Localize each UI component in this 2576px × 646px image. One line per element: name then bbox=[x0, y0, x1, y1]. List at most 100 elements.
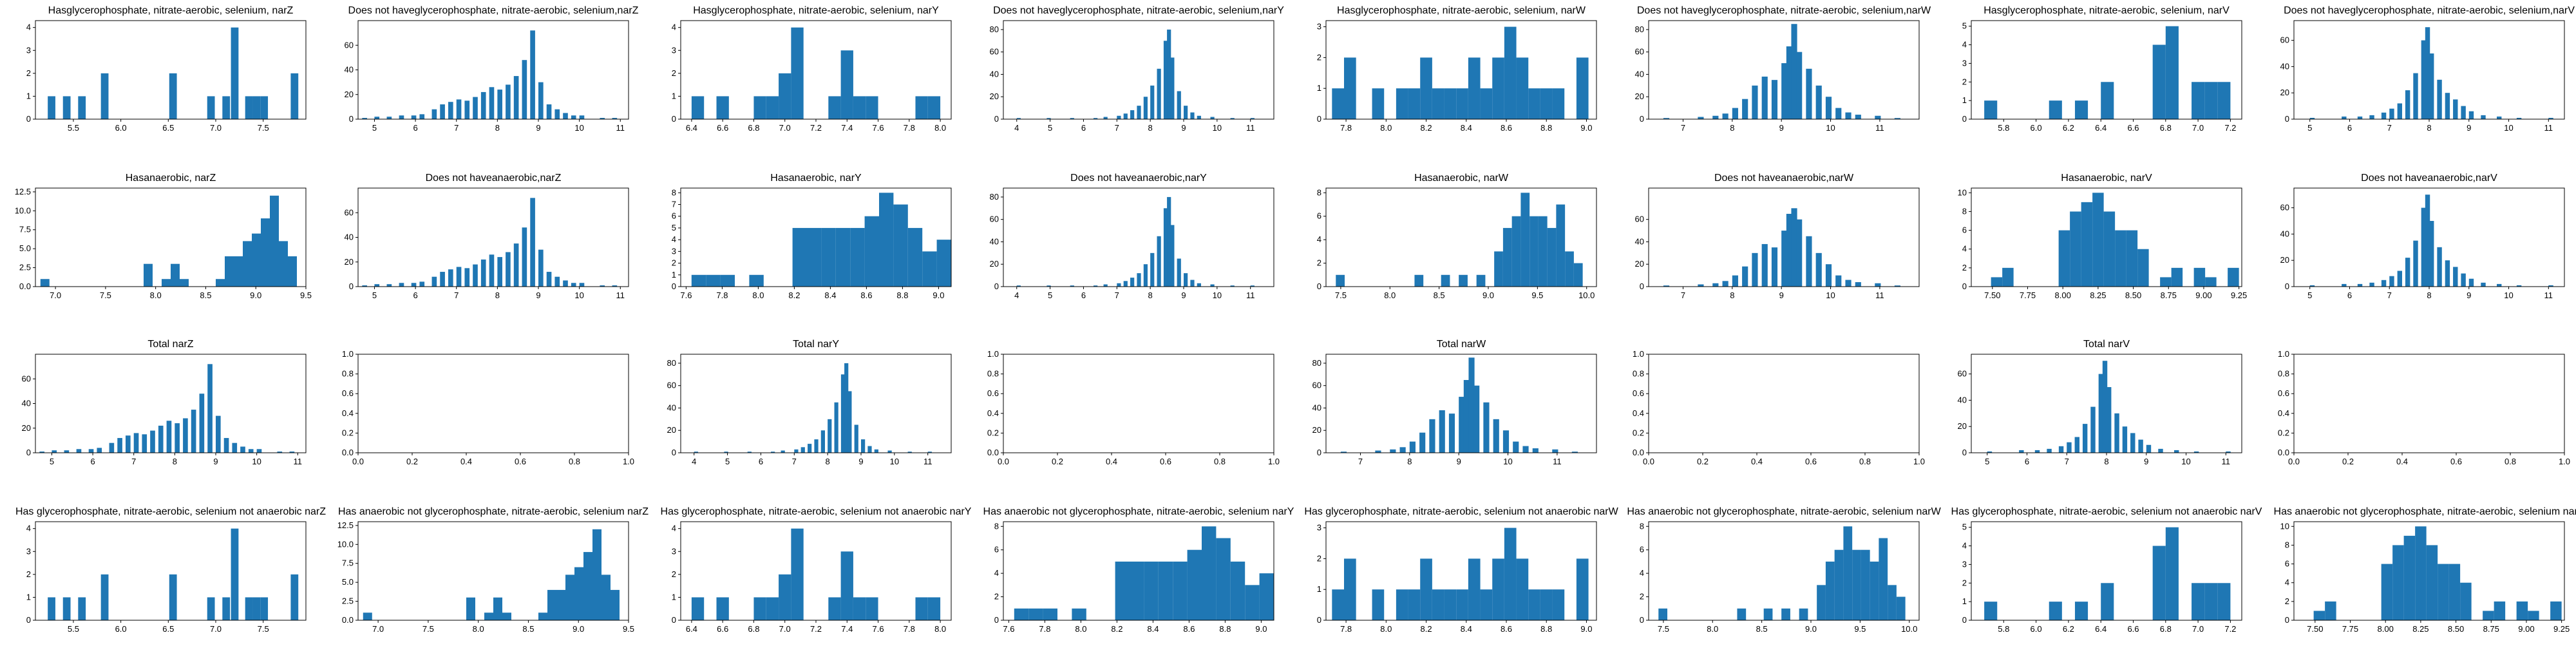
axes-frame bbox=[1003, 20, 1274, 120]
histogram-bar bbox=[502, 613, 511, 620]
histogram-bar bbox=[2171, 267, 2183, 287]
histogram-bar bbox=[1432, 88, 1444, 119]
histogram-panel: 0.0 0.2 0.4 0.6 0.8 1.0 0.0 0.2 0.4 0.6 0.8 1.0 bbox=[1633, 349, 1925, 466]
x-tick-label: 0.6 bbox=[515, 457, 526, 466]
histogram-panel: 7.8 8.0 8.2 8.4 8.6 8.8 9.0 0 1 2 3 bbox=[1317, 521, 1597, 634]
x-tick-label: 0.2 bbox=[1052, 457, 1063, 466]
y-tick-label: 12.5 bbox=[15, 187, 31, 196]
histogram-bar bbox=[2405, 258, 2410, 287]
histogram-bar bbox=[1028, 608, 1043, 620]
y-tick-label: 0.4 bbox=[1633, 408, 1644, 418]
histogram-bar bbox=[2193, 267, 2206, 287]
x-tick-label: 6.8 bbox=[748, 123, 759, 133]
histogram-bar bbox=[1663, 118, 1670, 119]
histogram-bar bbox=[1987, 451, 1993, 453]
histogram-bar bbox=[489, 254, 495, 287]
y-tick-label: 3 bbox=[26, 546, 31, 556]
histogram-bar bbox=[2413, 240, 2418, 287]
histogram-bar bbox=[1414, 274, 1424, 287]
histogram-bar bbox=[1115, 561, 1130, 620]
x-tick-label: 6.6 bbox=[2127, 624, 2139, 634]
x-tick-label: 1.0 bbox=[1268, 457, 1280, 466]
histogram-bar bbox=[1250, 118, 1255, 119]
histogram-bar bbox=[411, 115, 417, 119]
y-tick-label: 60 bbox=[1635, 214, 1644, 224]
histogram-bar bbox=[489, 87, 495, 119]
x-tick-label: 8.5 bbox=[1434, 290, 1445, 300]
x-tick-label: 9.0 bbox=[1255, 624, 1267, 634]
x-tick-label: 6.0 bbox=[115, 123, 127, 133]
histogram-bar bbox=[867, 446, 872, 453]
y-tick-label: 60 bbox=[667, 381, 676, 390]
histogram-bar bbox=[1786, 46, 1792, 119]
histogram-bar bbox=[747, 451, 752, 453]
histogram-bar bbox=[260, 96, 269, 119]
histogram-bar bbox=[1070, 118, 1074, 119]
histogram-bar bbox=[2497, 283, 2502, 287]
x-tick-label: 1.0 bbox=[1913, 457, 1925, 466]
axes-frame bbox=[35, 187, 307, 287]
histogram-bar bbox=[2081, 202, 2093, 287]
axes-frame bbox=[680, 187, 952, 287]
histogram-bar bbox=[612, 118, 618, 119]
y-tick-label: 0.6 bbox=[1633, 388, 1644, 398]
x-tick-label: 10 bbox=[1213, 123, 1222, 133]
histogram-bar bbox=[583, 552, 592, 620]
y-tick-label: 0.0 bbox=[342, 448, 354, 457]
histogram-bar bbox=[464, 268, 470, 287]
histogram-bar bbox=[513, 243, 519, 287]
x-tick-label: 7 bbox=[1358, 457, 1363, 466]
x-tick-label: 1.0 bbox=[623, 457, 634, 466]
y-tick-label: 2 bbox=[1640, 592, 1644, 602]
histogram-bar bbox=[781, 450, 785, 453]
histogram-bar bbox=[1742, 266, 1748, 287]
histogram-panel: 0.0 0.2 0.4 0.6 0.8 1.0 0.0 0.2 0.4 0.6 0.8 1.0 bbox=[2278, 349, 2570, 466]
histogram-bar bbox=[2550, 601, 2562, 620]
x-tick-label: 9.0 bbox=[573, 624, 584, 634]
panel-title: Has anaerobic not glycerophosphate, nitr… bbox=[983, 506, 1294, 517]
histogram-bar bbox=[1190, 112, 1195, 119]
histogram-bar bbox=[1130, 278, 1135, 287]
histogram-bar bbox=[694, 451, 698, 453]
y-tick-label: 2 bbox=[1962, 263, 1967, 272]
histogram-bar bbox=[1468, 57, 1481, 120]
histogram-bar bbox=[1441, 274, 1450, 287]
panel-title: Does not haveglycerophosphate, nitrate-a… bbox=[1636, 5, 1931, 16]
histogram-bar bbox=[1473, 385, 1480, 453]
y-tick-label: 60 bbox=[345, 40, 354, 50]
histogram-bar bbox=[2389, 108, 2394, 119]
x-tick-label: 5 bbox=[725, 457, 730, 466]
x-tick-label: 9.00 bbox=[2518, 624, 2534, 634]
panel-title: Has glycerophosphate, nitrate-aerobic, s… bbox=[1304, 506, 1618, 517]
y-tick-label: 60 bbox=[2280, 35, 2289, 45]
histogram-bar bbox=[771, 451, 775, 453]
histogram-bar bbox=[1658, 608, 1668, 620]
histogram-bar bbox=[2049, 602, 2062, 620]
y-tick-label: 2.5 bbox=[19, 263, 31, 272]
axes-frame bbox=[1971, 20, 2242, 120]
histogram-bar bbox=[792, 227, 807, 287]
histogram-bar bbox=[162, 279, 171, 287]
histogram-bar bbox=[497, 90, 502, 119]
x-tick-label: 7.5 bbox=[100, 290, 111, 300]
histogram-bar bbox=[100, 73, 109, 119]
y-tick-label: 0.8 bbox=[1633, 369, 1644, 379]
x-tick-label: 6.4 bbox=[2095, 123, 2107, 133]
y-tick-label: 0 bbox=[2285, 114, 2289, 124]
histogram-bar bbox=[1396, 589, 1408, 620]
histogram-bar bbox=[2483, 611, 2494, 620]
histogram-bar bbox=[222, 96, 231, 119]
y-tick-label: 0.0 bbox=[1633, 448, 1644, 457]
y-tick-label: 40 bbox=[667, 403, 676, 412]
x-tick-label: 0.4 bbox=[2396, 457, 2408, 466]
histogram-bar bbox=[1520, 193, 1530, 287]
histogram-bar bbox=[844, 363, 849, 453]
histogram-panel: 5 6 7 8 9 10 11 0 20 40 60 bbox=[2280, 20, 2565, 133]
histogram-bar bbox=[1432, 589, 1444, 620]
histogram-bar bbox=[386, 117, 392, 119]
histogram-bar bbox=[1556, 204, 1566, 287]
histogram-bar bbox=[2115, 230, 2126, 287]
x-tick-label: 7 bbox=[1681, 290, 1685, 300]
y-tick-label: 1 bbox=[1962, 596, 1967, 606]
histogram-bar bbox=[794, 449, 799, 453]
